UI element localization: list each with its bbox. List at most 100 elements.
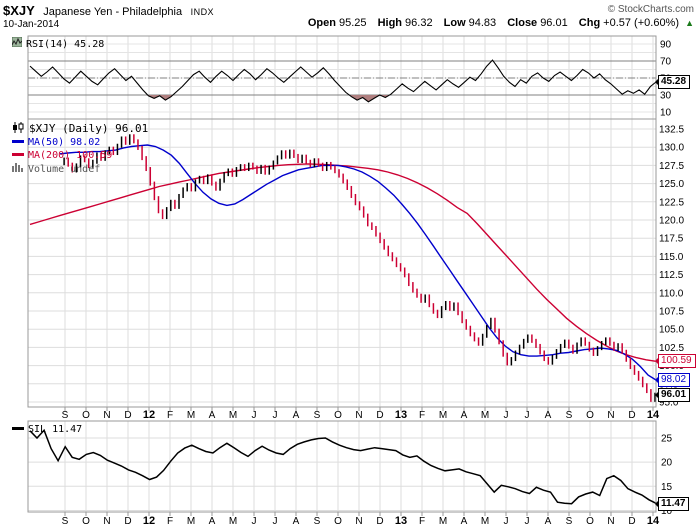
- year-tick-label: 13: [395, 515, 407, 527]
- change-value: +0.57 (+0.60%): [603, 17, 680, 29]
- month-tick-label: O: [82, 516, 90, 527]
- ma50-legend: MA(50) 98.02: [12, 136, 100, 149]
- month-tick-label: D: [628, 516, 635, 527]
- month-tick-label: O: [586, 516, 594, 527]
- price-tick-label: 132.5: [659, 125, 684, 136]
- open-label: Open: [307, 17, 336, 29]
- month-tick-label: A: [209, 410, 216, 421]
- price-tick-label: 107.5: [659, 307, 684, 318]
- month-tick-label: D: [376, 410, 383, 421]
- month-tick-label: J: [525, 410, 530, 421]
- instrument-name: Japanese Yen - Philadelphia: [43, 6, 183, 18]
- sil-tick-label: 15: [661, 482, 673, 493]
- month-tick-label: N: [103, 516, 110, 527]
- month-tick-label: D: [376, 516, 383, 527]
- month-tick-label: A: [209, 516, 216, 527]
- high-label: High: [377, 17, 403, 29]
- rsi-reference-lines: [28, 60, 656, 96]
- month-tick-label: J: [525, 516, 530, 527]
- rsi-line: [29, 59, 657, 103]
- month-tick-label: N: [355, 516, 362, 527]
- month-tick-label: S: [314, 410, 321, 421]
- month-tick-label: J: [273, 516, 278, 527]
- close-label: Close: [507, 17, 538, 29]
- price-tick-label: 110.0: [659, 288, 684, 299]
- price-tick-label: 95.0: [659, 398, 679, 409]
- sil-value-tag: 11.47: [654, 497, 690, 511]
- month-tick-label: J: [252, 410, 257, 421]
- symbol-legend: $XJY (Daily) 96.01: [12, 122, 148, 136]
- month-tick-label: M: [481, 516, 489, 527]
- month-tick-label: S: [62, 410, 69, 421]
- month-tick-label: M: [481, 410, 489, 421]
- high-value: 96.32: [405, 17, 433, 29]
- month-tick-label: D: [628, 410, 635, 421]
- month-tick-label: N: [103, 410, 110, 421]
- year-tick-label: 13: [395, 409, 407, 421]
- price-tick-label: 115.0: [659, 252, 684, 263]
- month-tick-label: F: [419, 516, 425, 527]
- month-tick-label: N: [607, 516, 614, 527]
- ma50-line-icon: [12, 136, 24, 148]
- price-tick-label: 102.5: [659, 343, 684, 354]
- month-tick-label: O: [586, 410, 594, 421]
- candlestick-icon: [12, 122, 25, 136]
- month-tick-label: J: [273, 410, 278, 421]
- rsi-oversold-fill: [147, 95, 390, 102]
- ticker-symbol: $XJY: [3, 3, 35, 18]
- low-label: Low: [443, 17, 466, 29]
- sil-tick-label: 25: [661, 434, 673, 445]
- gridlines: [28, 36, 656, 512]
- sil-line-icon: [12, 423, 24, 435]
- rsi-tick-label: 70: [660, 57, 672, 68]
- rsi-value-tag: 45.28: [654, 75, 691, 89]
- month-tick-label: S: [314, 516, 321, 527]
- ma200-value-tag: 100.59: [655, 354, 696, 368]
- month-tick-label: A: [545, 516, 552, 527]
- month-tick-label: A: [293, 516, 300, 527]
- price-candles: [63, 134, 656, 402]
- month-tick-label: M: [439, 516, 447, 527]
- price-tick-label: 130.0: [659, 143, 684, 154]
- close-value-tag: 96.01: [654, 388, 691, 402]
- symbol-legend-label: $XJY (Daily) 96.01: [29, 122, 149, 135]
- month-tick-label: F: [167, 410, 173, 421]
- volume-legend: Volume undef: [12, 162, 100, 176]
- month-tick-label: A: [293, 410, 300, 421]
- exchange-label: INDX: [190, 7, 215, 17]
- x-axis-labels: S O N D 12 F M A M J J A S O N D 13 F M A M J J A S O N D 14 S O N D 12 F M…: [62, 409, 660, 527]
- low-value: 94.83: [468, 17, 497, 29]
- month-tick-label: S: [566, 516, 573, 527]
- sil-legend-label: SIL 11.47: [28, 424, 83, 435]
- ma50-legend-label: MA(50) 98.02: [28, 137, 101, 148]
- ohlc-quote-row: Open 95.25 High 96.32 Low 94.83 Close 96.01 …: [300, 17, 694, 29]
- close-value: 96.01: [540, 17, 568, 29]
- month-tick-label: O: [82, 410, 90, 421]
- month-tick-label: A: [461, 410, 468, 421]
- sil-line: [29, 428, 657, 505]
- ma200-line: [29, 163, 657, 362]
- sil-legend: SIL 11.47: [12, 423, 82, 436]
- axis-ticks: [64, 407, 654, 516]
- change-up-icon: ▲: [685, 18, 694, 28]
- month-tick-label: M: [439, 410, 447, 421]
- price-tick-label: 117.5: [659, 234, 684, 245]
- month-tick-label: M: [229, 410, 237, 421]
- price-tick-label: 112.5: [659, 270, 684, 281]
- year-tick-label: 14: [647, 515, 660, 527]
- chart-title: $XJY Japanese Yen - Philadelphia INDX: [3, 2, 214, 20]
- sil-tick-label: 20: [661, 458, 673, 469]
- month-tick-label: D: [124, 516, 131, 527]
- month-tick-label: S: [62, 516, 69, 527]
- open-value: 95.25: [338, 17, 367, 29]
- month-tick-label: J: [504, 410, 509, 421]
- month-tick-label: M: [187, 516, 195, 527]
- price-tick-label: 125.0: [659, 179, 684, 190]
- ma200-legend-label: MA(200) 100.59: [28, 150, 113, 161]
- month-tick-label: F: [419, 410, 425, 421]
- month-tick-label: A: [461, 516, 468, 527]
- ma50-value-tag: 98.02: [654, 373, 691, 387]
- price-tick-label: 105.0: [659, 325, 684, 336]
- year-tick-label: 12: [143, 515, 155, 527]
